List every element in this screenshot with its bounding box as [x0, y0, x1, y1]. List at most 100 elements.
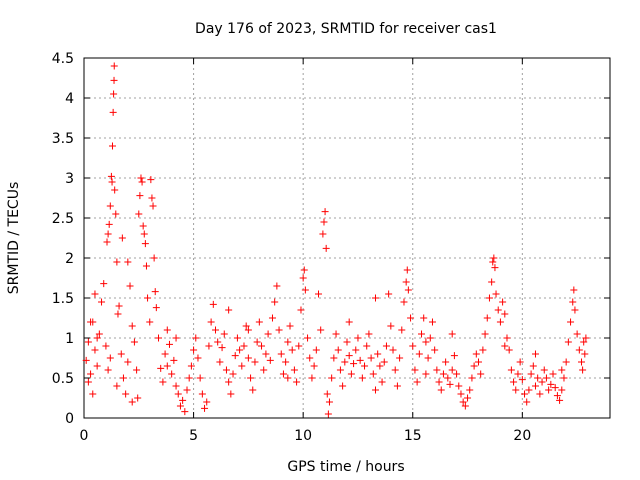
data-point	[499, 298, 507, 306]
data-point	[378, 378, 386, 386]
data-point	[403, 266, 411, 274]
data-point	[271, 298, 279, 306]
y-axis-label: SRMTID / TECUs	[6, 182, 22, 295]
data-point	[527, 370, 535, 378]
data-point	[562, 358, 570, 366]
data-point	[288, 346, 296, 354]
data-point	[106, 202, 114, 210]
data-point	[93, 334, 101, 342]
data-point	[361, 362, 369, 370]
data-point	[107, 172, 115, 180]
data-point	[187, 362, 195, 370]
data-point	[328, 374, 336, 382]
data-point	[323, 390, 331, 398]
data-point	[341, 358, 349, 366]
data-point	[218, 344, 226, 352]
data-point	[448, 330, 456, 338]
data-point	[114, 310, 122, 318]
data-point	[310, 362, 318, 370]
data-point	[479, 346, 487, 354]
data-point	[363, 342, 371, 350]
y-tick-label: 4	[65, 91, 74, 107]
data-point	[110, 90, 118, 98]
data-point	[564, 338, 572, 346]
data-point	[422, 370, 430, 378]
data-point	[192, 334, 200, 342]
x-axis-label: GPS time / hours	[287, 459, 404, 475]
data-point	[124, 258, 132, 266]
data-point	[400, 298, 408, 306]
data-point	[398, 326, 406, 334]
data-point	[181, 408, 189, 416]
data-point	[185, 374, 193, 382]
data-point	[439, 370, 447, 378]
data-point	[170, 356, 178, 364]
data-point	[290, 366, 298, 374]
y-tick-label: 2.5	[52, 211, 74, 227]
data-point	[369, 370, 377, 378]
data-point	[82, 356, 90, 364]
data-point	[89, 390, 97, 398]
data-point	[371, 294, 379, 302]
data-point	[282, 358, 290, 366]
data-point	[146, 318, 154, 326]
data-point	[409, 342, 417, 350]
data-point	[157, 364, 165, 372]
x-tick-label: 0	[80, 428, 89, 444]
data-point	[343, 338, 351, 346]
data-point	[141, 240, 149, 248]
data-point	[389, 346, 397, 354]
data-point	[521, 390, 529, 398]
data-point	[104, 366, 112, 374]
data-point	[573, 330, 581, 338]
data-point	[345, 318, 353, 326]
data-point	[119, 374, 127, 382]
data-point	[575, 346, 583, 354]
data-point	[130, 338, 138, 346]
data-point	[227, 390, 235, 398]
data-point	[320, 218, 328, 226]
data-point	[176, 402, 184, 410]
data-point	[536, 390, 544, 398]
data-point	[553, 392, 561, 400]
y-tick-label: 3	[65, 171, 74, 187]
data-point	[376, 362, 384, 370]
data-point	[512, 386, 520, 394]
data-point	[102, 342, 110, 350]
data-point	[336, 366, 344, 374]
data-point	[507, 366, 515, 374]
data-point	[420, 314, 428, 322]
data-point	[128, 322, 136, 330]
data-point	[582, 334, 590, 342]
data-point	[523, 398, 531, 406]
data-point	[317, 326, 325, 334]
data-point	[277, 350, 285, 358]
data-point	[207, 318, 215, 326]
data-point	[279, 370, 287, 378]
data-point	[581, 350, 589, 358]
data-point	[365, 330, 373, 338]
y-tick-label: 3.5	[52, 131, 74, 147]
data-point	[273, 282, 281, 290]
data-point	[216, 358, 224, 366]
data-point	[203, 398, 211, 406]
data-point	[244, 326, 252, 334]
data-point	[108, 178, 116, 186]
data-point	[284, 338, 292, 346]
data-point	[109, 108, 117, 116]
data-point	[138, 178, 146, 186]
data-point	[529, 362, 537, 370]
data-point	[172, 382, 180, 390]
data-point	[325, 398, 333, 406]
data-point	[387, 322, 395, 330]
data-point	[545, 386, 553, 394]
data-point	[295, 342, 303, 350]
data-point	[556, 396, 564, 404]
y-tick-label: 2	[65, 251, 74, 267]
data-point	[551, 384, 559, 392]
data-point	[262, 350, 270, 358]
x-tick-label: 15	[404, 428, 422, 444]
data-point	[415, 350, 423, 358]
